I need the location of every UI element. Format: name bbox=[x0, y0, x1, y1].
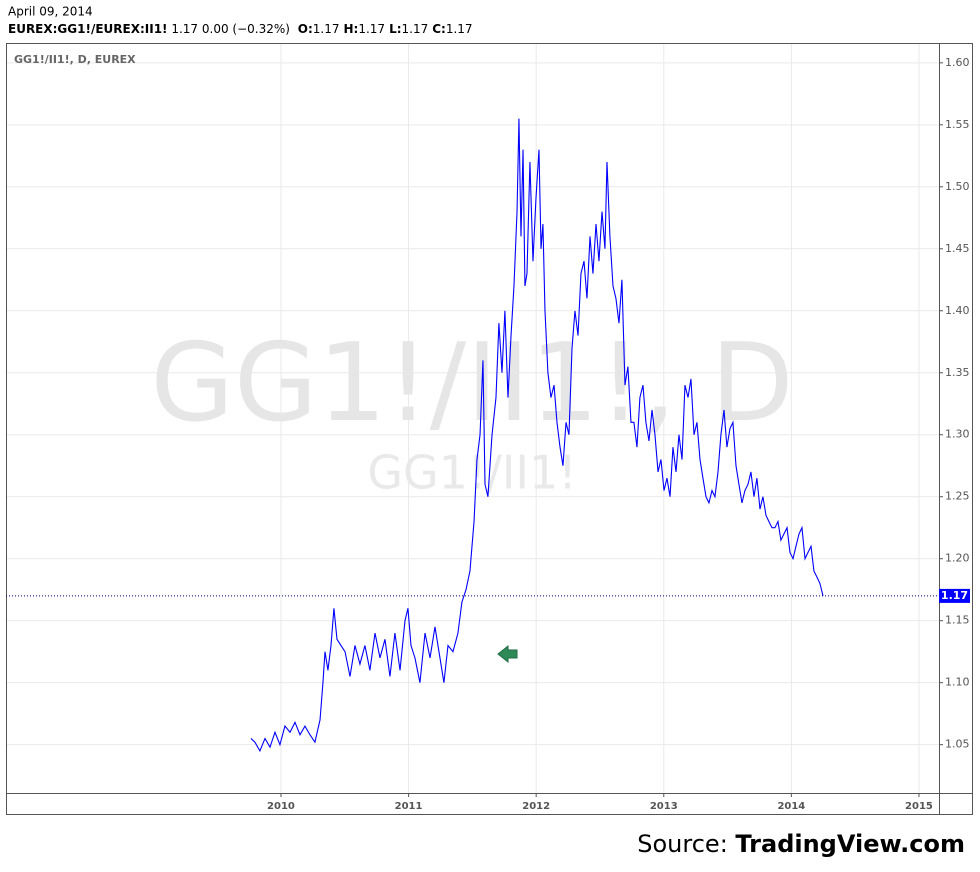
y-tick-label: 1.10 bbox=[945, 676, 970, 689]
x-tick-label: 2015 bbox=[905, 801, 933, 812]
ohlc-label: H: bbox=[344, 22, 359, 36]
y-tick-label: 1.20 bbox=[945, 552, 970, 565]
watermark-text: GG1!/II1!, D bbox=[150, 321, 793, 446]
y-tick-label: 1.35 bbox=[945, 366, 970, 379]
ohlc-label: L: bbox=[389, 22, 401, 36]
last-price-label: 1.17 bbox=[941, 589, 968, 602]
y-tick-label: 1.45 bbox=[945, 242, 970, 255]
y-tick-label: 1.50 bbox=[945, 180, 970, 193]
quote-line: EUREX:GG1!/EUREX:II1! 1.17 0.00 (−0.32%)… bbox=[8, 22, 473, 36]
x-tick-label: 2011 bbox=[395, 801, 423, 812]
date: April 09, 2014 bbox=[8, 5, 93, 19]
x-tick-label: 2014 bbox=[777, 801, 805, 812]
watermark-sub: GG1!/II1! bbox=[367, 446, 576, 500]
source-prefix: Source: bbox=[637, 830, 728, 858]
ohlc-value: 1.17 bbox=[446, 22, 473, 36]
symbol: EUREX:GG1!/EUREX:II1! bbox=[8, 22, 168, 36]
x-tick-label: 2010 bbox=[267, 801, 295, 812]
y-tick-label: 1.30 bbox=[945, 428, 970, 441]
y-tick-label: 1.15 bbox=[945, 614, 970, 627]
last-price-badge bbox=[939, 588, 970, 603]
ohlc-value: 1.17 bbox=[358, 22, 385, 36]
ohlc-label: O: bbox=[298, 22, 313, 36]
grid bbox=[6, 43, 939, 793]
arrow-icon bbox=[497, 644, 518, 664]
y-tick-label: 1.60 bbox=[945, 56, 970, 69]
chart-title: GG1!/II1!, D, EUREX bbox=[14, 53, 136, 66]
y-tick-label: 1.05 bbox=[945, 738, 970, 751]
ohlc-value: 1.17 bbox=[313, 22, 340, 36]
price-line bbox=[250, 118, 824, 753]
ohlc-label: C: bbox=[432, 22, 446, 36]
y-tick-label: 1.25 bbox=[945, 490, 970, 503]
source-name: TradingView.com bbox=[735, 830, 965, 858]
source: Source: TradingView.com bbox=[637, 830, 965, 858]
y-tick-label: 1.40 bbox=[945, 304, 970, 317]
x-tick-label: 2013 bbox=[650, 801, 678, 812]
y-tick-label: 1.55 bbox=[945, 118, 970, 131]
change: 1.17 0.00 (−0.32%) bbox=[171, 22, 290, 36]
x-tick-label: 2012 bbox=[522, 801, 550, 812]
ohlc-value: 1.17 bbox=[402, 22, 429, 36]
watermark: GG1!/II1!, D GG1!/II1! bbox=[150, 321, 793, 500]
frame bbox=[6, 43, 973, 815]
